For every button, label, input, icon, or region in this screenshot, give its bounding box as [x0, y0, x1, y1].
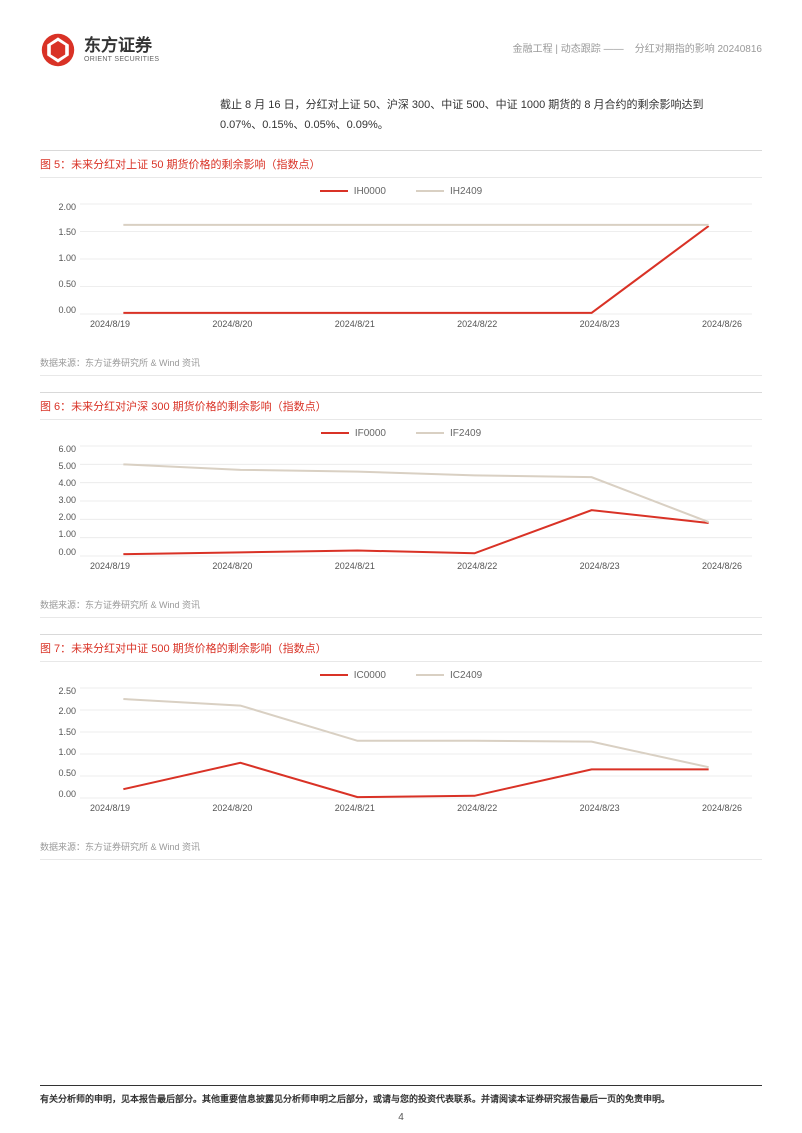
chart-legend: IF0000 IF2409 — [40, 428, 762, 439]
page-footer: 有关分析师的申明，见本报告最后部分。其他重要信息披露见分析师申明之后部分，或请与… — [40, 1085, 762, 1105]
orient-securities-logo-icon — [40, 32, 76, 68]
chart-plot: 6.00 5.00 4.00 3.00 2.00 1.00 0.00 2024/… — [80, 445, 752, 575]
brand-name-en: ORIENT SECURITIES — [84, 56, 159, 63]
y-tick: 1.00 — [44, 254, 76, 263]
plot-svg — [80, 445, 752, 557]
x-tick: 2024/8/19 — [90, 319, 130, 329]
y-tick: 0.00 — [44, 790, 76, 799]
y-axis: 2.50 2.00 1.50 1.00 0.50 0.00 — [44, 687, 76, 799]
legend-swatch — [416, 432, 444, 434]
brand-name-cn: 东方证券 — [84, 37, 159, 56]
chart-legend: IC0000 IC2409 — [40, 670, 762, 681]
x-tick: 2024/8/22 — [457, 561, 497, 571]
x-tick: 2024/8/20 — [212, 803, 252, 813]
intro-paragraph: 截止 8 月 16 日，分红对上证 50、沪深 300、中证 500、中证 10… — [220, 96, 742, 136]
legend-swatch — [416, 674, 444, 676]
legend-label: IC0000 — [354, 670, 386, 681]
doc-header-meta: 金融工程 | 动态跟踪 —— 分红对期指的影响 20240816 — [513, 40, 762, 55]
chart-block-7: 图 7：未来分红对中证 500 期货价格的剩余影响（指数点） IC0000 IC… — [40, 634, 762, 860]
page-number: 4 — [0, 1112, 802, 1123]
footer-disclaimer: 有关分析师的申明，见本报告最后部分。其他重要信息披露见分析师申明之后部分，或请与… — [40, 1092, 762, 1105]
chart-source: 数据来源：东方证券研究所 & Wind 资讯 — [40, 594, 762, 618]
y-tick: 3.00 — [44, 496, 76, 505]
y-tick: 2.50 — [44, 687, 76, 696]
legend-item: IH0000 — [320, 186, 386, 197]
x-tick: 2024/8/21 — [335, 319, 375, 329]
chart-source: 数据来源：东方证券研究所 & Wind 资讯 — [40, 352, 762, 376]
x-tick: 2024/8/23 — [580, 319, 620, 329]
doc-category: 金融工程 | 动态跟踪 —— — [513, 44, 624, 55]
legend-label: IH0000 — [354, 186, 386, 197]
x-tick: 2024/8/20 — [212, 319, 252, 329]
chart-plot: 2.00 1.50 1.00 0.50 0.00 2024/8/19 2024/… — [80, 203, 752, 333]
legend-item: IC2409 — [416, 670, 482, 681]
x-axis: 2024/8/19 2024/8/20 2024/8/21 2024/8/22 … — [80, 561, 752, 571]
x-tick: 2024/8/20 — [212, 561, 252, 571]
y-tick: 0.00 — [44, 548, 76, 557]
legend-swatch — [320, 674, 348, 676]
x-tick: 2024/8/21 — [335, 561, 375, 571]
x-tick: 2024/8/26 — [702, 319, 742, 329]
plot-svg — [80, 687, 752, 799]
y-tick: 0.50 — [44, 769, 76, 778]
x-tick: 2024/8/26 — [702, 803, 742, 813]
chart-title: 图 5：未来分红对上证 50 期货价格的剩余影响（指数点） — [40, 159, 321, 171]
y-tick: 1.50 — [44, 728, 76, 737]
legend-swatch — [416, 190, 444, 192]
y-axis: 2.00 1.50 1.00 0.50 0.00 — [44, 203, 76, 315]
x-tick: 2024/8/21 — [335, 803, 375, 813]
y-tick: 5.00 — [44, 462, 76, 471]
y-tick: 4.00 — [44, 479, 76, 488]
x-tick: 2024/8/26 — [702, 561, 742, 571]
chart-title: 图 6：未来分红对沪深 300 期货价格的剩余影响（指数点） — [40, 401, 327, 413]
x-tick: 2024/8/23 — [580, 561, 620, 571]
y-tick: 1.00 — [44, 530, 76, 539]
legend-label: IF0000 — [355, 428, 386, 439]
chart-plot: 2.50 2.00 1.50 1.00 0.50 0.00 2024/8/19 … — [80, 687, 752, 817]
legend-label: IC2409 — [450, 670, 482, 681]
y-tick: 2.00 — [44, 203, 76, 212]
x-tick: 2024/8/22 — [457, 803, 497, 813]
legend-item: IC0000 — [320, 670, 386, 681]
y-tick: 1.50 — [44, 228, 76, 237]
plot-svg — [80, 203, 752, 315]
y-tick: 0.00 — [44, 306, 76, 315]
chart-title: 图 7：未来分红对中证 500 期货价格的剩余影响（指数点） — [40, 643, 327, 655]
legend-item: IF0000 — [321, 428, 386, 439]
x-tick: 2024/8/23 — [580, 803, 620, 813]
y-tick: 1.00 — [44, 748, 76, 757]
chart-legend: IH0000 IH2409 — [40, 186, 762, 197]
x-axis: 2024/8/19 2024/8/20 2024/8/21 2024/8/22 … — [80, 319, 752, 329]
y-axis: 6.00 5.00 4.00 3.00 2.00 1.00 0.00 — [44, 445, 76, 557]
x-tick: 2024/8/19 — [90, 561, 130, 571]
legend-item: IH2409 — [416, 186, 482, 197]
y-tick: 2.00 — [44, 513, 76, 522]
y-tick: 0.50 — [44, 280, 76, 289]
x-axis: 2024/8/19 2024/8/20 2024/8/21 2024/8/22 … — [80, 803, 752, 813]
y-tick: 2.00 — [44, 707, 76, 716]
legend-item: IF2409 — [416, 428, 481, 439]
doc-title: 分红对期指的影响 20240816 — [635, 44, 762, 55]
x-tick: 2024/8/19 — [90, 803, 130, 813]
legend-swatch — [321, 432, 349, 434]
x-tick: 2024/8/22 — [457, 319, 497, 329]
y-tick: 6.00 — [44, 445, 76, 454]
chart-block-6: 图 6：未来分红对沪深 300 期货价格的剩余影响（指数点） IF0000 IF… — [40, 392, 762, 618]
legend-label: IH2409 — [450, 186, 482, 197]
legend-swatch — [320, 190, 348, 192]
page-header: 东方证券 ORIENT SECURITIES 金融工程 | 动态跟踪 —— 分红… — [40, 32, 762, 68]
legend-label: IF2409 — [450, 428, 481, 439]
chart-source: 数据来源：东方证券研究所 & Wind 资讯 — [40, 836, 762, 860]
chart-block-5: 图 5：未来分红对上证 50 期货价格的剩余影响（指数点） IH0000 IH2… — [40, 150, 762, 376]
brand-logo-block: 东方证券 ORIENT SECURITIES — [40, 32, 159, 68]
